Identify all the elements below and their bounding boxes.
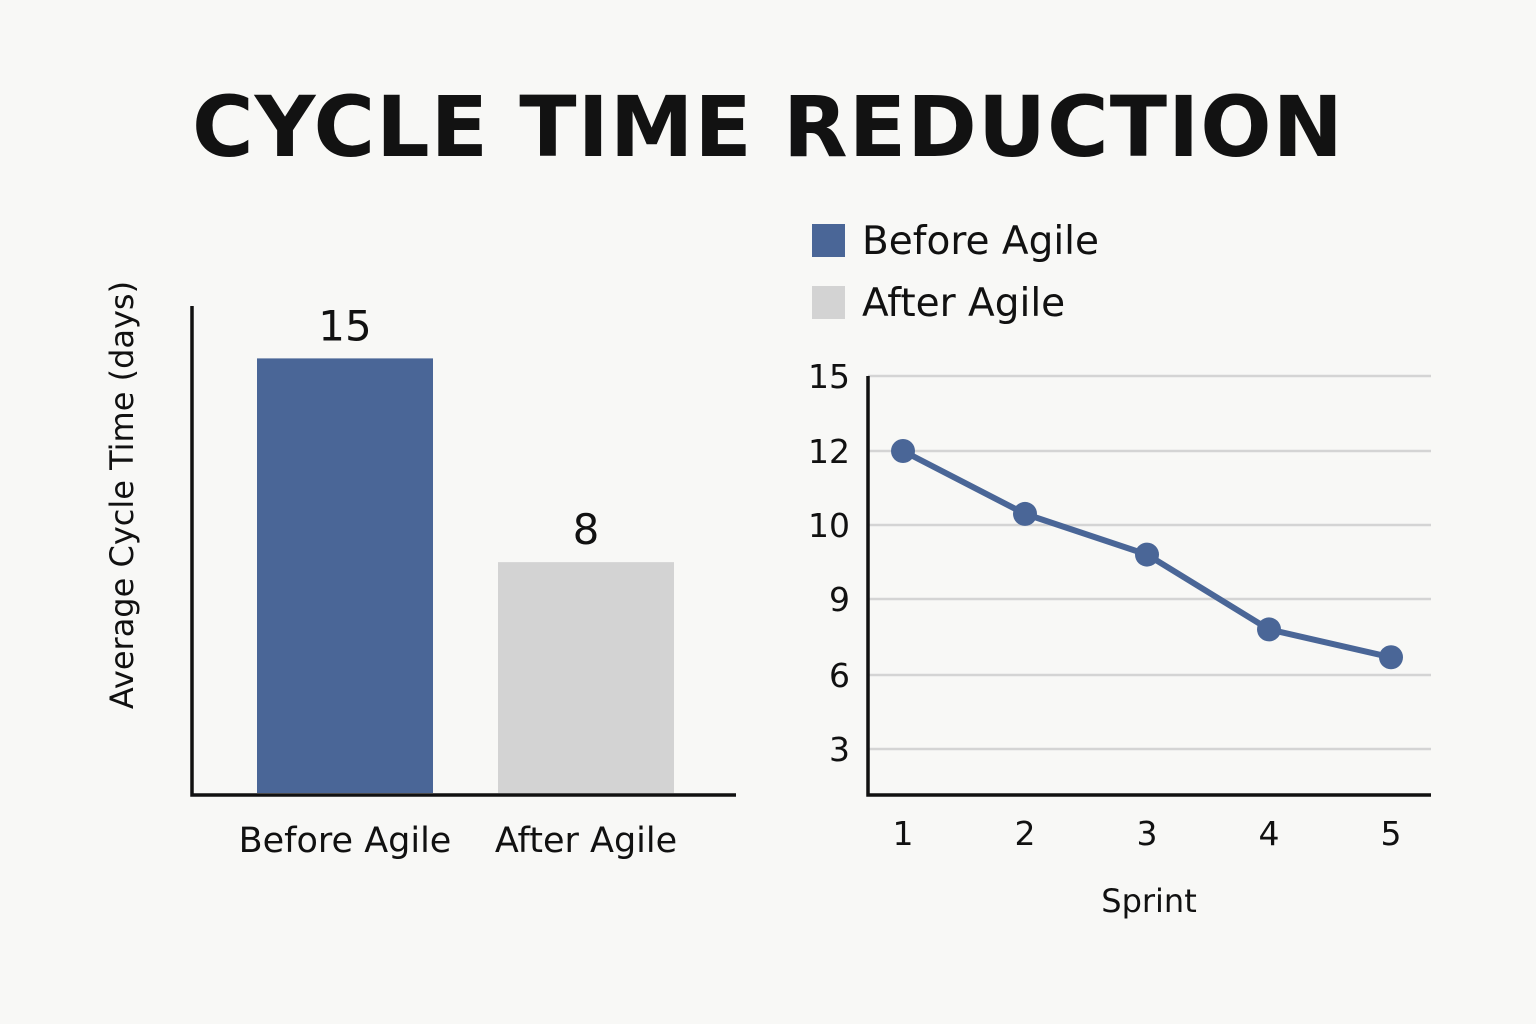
bar-0 [257, 358, 433, 793]
bar-chart: 15 Before Agile 8 After Agile Average Cycle … [103, 281, 736, 861]
x-tick-label-2: 2 [1015, 814, 1036, 853]
x-tick-label-5: 5 [1381, 814, 1402, 853]
x-tick-label-3: 3 [1137, 814, 1158, 853]
legend: Before Agile After Agile [812, 219, 1099, 326]
y-tick-label-15: 15 [808, 357, 850, 396]
series-point-1 [891, 439, 915, 463]
series-point-4 [1257, 617, 1281, 642]
x-tick-label-1: 1 [893, 814, 914, 853]
bar-1 [498, 562, 674, 793]
bar-chart-axes [190, 306, 736, 797]
legend-swatch-0 [812, 224, 845, 257]
legend-swatch-1 [812, 286, 845, 319]
bar-category-label-0: Before Agile [239, 821, 452, 861]
bar-category-label-1: After Agile [495, 821, 677, 861]
series-point-3 [1135, 542, 1159, 567]
y-tick-label-9: 9 [829, 580, 850, 619]
series-point-5 [1379, 645, 1403, 670]
y-tick-label-12: 12 [808, 432, 850, 471]
y-tick-label-10: 10 [808, 506, 850, 545]
x-axis-title: Sprint [1101, 882, 1197, 920]
bar-value-label-1: 8 [573, 505, 600, 554]
y-tick-label-6: 6 [829, 656, 850, 695]
legend-label-1: After Agile [862, 281, 1065, 326]
line-chart-axes [866, 376, 1431, 797]
series-point-2 [1013, 501, 1037, 526]
bar-value-label-0: 15 [318, 301, 371, 350]
legend-label-0: Before Agile [862, 219, 1099, 264]
bar-y-axis-title: Average Cycle Time (days) [103, 281, 141, 709]
y-tick-label-3: 3 [829, 730, 850, 769]
x-tick-label-4: 4 [1259, 814, 1280, 853]
page-title: CYCLE TIME REDUCTION [192, 78, 1344, 176]
